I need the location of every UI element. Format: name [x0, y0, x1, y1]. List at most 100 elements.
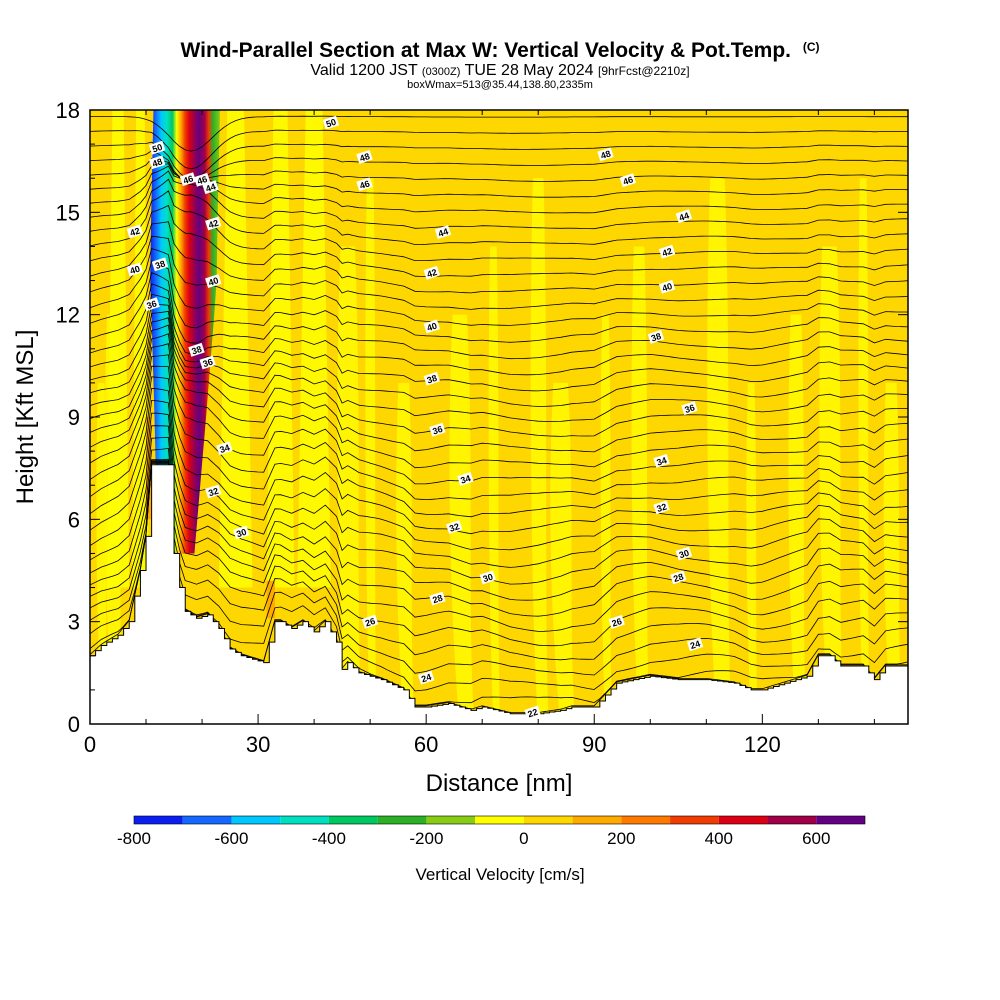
isentrope-label: 28 [670, 570, 687, 585]
colorbar-tick-label: -800 [117, 829, 151, 848]
isentrope-label-bg [429, 422, 446, 437]
isentrope-label-text: 50 [325, 117, 338, 130]
svg-text:Valid 1200 JST (0300Z): Valid 1200 JST (0300Z) TUE 28 May 2024 [… [310, 62, 689, 79]
isentrope-label-text: 34 [655, 455, 668, 468]
isentrope-label: 26 [361, 614, 379, 629]
updraft-patch [266, 580, 275, 619]
isentrope-label-text: 48 [599, 148, 612, 161]
isentrope-label-text: 40 [129, 264, 142, 277]
x-tick-label: 30 [246, 732, 270, 757]
colorbar-swatch [572, 816, 622, 824]
isentrope-label-text: 44 [678, 210, 691, 223]
isentrope-label-bg [205, 274, 222, 289]
isentrope-label: 36 [199, 355, 216, 370]
weak-velocity-streak [365, 178, 377, 724]
isentrope-label-bg [429, 591, 446, 606]
isentrope-label-bg [148, 155, 166, 170]
isentrope-label-text: 30 [678, 548, 691, 561]
x-tick-label: 0 [84, 732, 96, 757]
isentrope-line [90, 272, 908, 360]
weak-velocity-streak [819, 246, 845, 724]
isentrope-label: 30 [675, 546, 693, 561]
isentrope-label: 42 [205, 216, 222, 231]
x-tick-label: 120 [744, 732, 781, 757]
isentrope-label-text: 30 [482, 572, 495, 585]
isentrope-label-text: 36 [145, 298, 158, 311]
isentrope-label: 34 [653, 453, 670, 468]
y-tick-label: 12 [56, 303, 80, 328]
isentrope-line [90, 436, 908, 617]
isentrope-label: 44 [675, 209, 693, 224]
isentrope-line [90, 115, 908, 152]
colorbar-swatch [816, 816, 865, 824]
isentrope-label-text: 42 [207, 218, 220, 231]
isentrope-label-bg [356, 177, 373, 192]
isentrope-label-bg [479, 570, 497, 585]
y-tick-label: 3 [68, 610, 80, 635]
colorbar-swatch [280, 816, 329, 824]
isentrope-label-text: 34 [218, 442, 231, 455]
isentrope-label: 40 [423, 319, 441, 334]
isentrope-label-text: 28 [672, 571, 685, 584]
isentrope-line [90, 461, 908, 692]
isentrope-label-bg [653, 500, 670, 515]
isentrope-line [90, 170, 908, 230]
isentrope-label-text: 36 [202, 357, 215, 370]
weak-velocity-streak [707, 178, 733, 724]
isentrope-line [90, 376, 908, 535]
colorbar-swatch [523, 816, 573, 824]
isentrope-line [90, 310, 908, 422]
isentrope-line [90, 260, 908, 343]
x-tick-label: 60 [414, 732, 438, 757]
colorbar-swatch [182, 816, 232, 824]
isentrope-label-bg [457, 471, 474, 486]
isentrope-labels: 22 24 24 26 26 28 28 30 30 30 32 32 32 34 34 34 36 36 36 36… [126, 115, 704, 720]
isentrope-label-bg [233, 525, 250, 540]
isentrope-label: 42 [658, 244, 676, 259]
colorbar-swatch [231, 816, 281, 824]
isentrope-line [90, 412, 908, 585]
isentrope-label-bg [322, 115, 340, 130]
weak-velocity-streak [488, 246, 501, 724]
isentrope-label: 30 [233, 525, 250, 540]
isentrope-line [90, 163, 908, 198]
isentrope-label-bg [417, 670, 435, 685]
isentrope-label-bg [681, 401, 698, 416]
isentrope-label: 38 [423, 371, 441, 386]
isentrope-line [90, 190, 908, 261]
weak-velocity-streak [396, 382, 415, 724]
valid-utc: (0300Z) [422, 66, 461, 78]
updraft-band [150, 110, 220, 554]
isentrope-label-text: 46 [622, 174, 635, 187]
isentrope-line [90, 221, 908, 294]
svg-text:Wind-Parallel Section at Max W: Wind-Parallel Section at Max W: Vertical… [180, 39, 819, 62]
isentrope-label: 42 [126, 224, 144, 239]
isentrope-line [90, 283, 908, 376]
isentrope-label-text: 32 [207, 486, 220, 499]
colorbar-swatch [670, 816, 719, 824]
isentrope-label-bg [216, 441, 233, 456]
isentrope-label-text: 42 [129, 226, 142, 239]
isentrope-label-bg [619, 173, 637, 188]
isentrope-label: 36 [681, 401, 698, 416]
isentrope-label: 24 [417, 670, 435, 685]
isentrope-label-bg [179, 172, 197, 187]
plot-area [90, 110, 908, 724]
isentrope-line [90, 204, 908, 277]
isentrope-label: 46 [179, 172, 197, 187]
isentrope-label: 48 [356, 149, 373, 164]
isentrope-label-bg [608, 614, 625, 629]
isentrope-line [90, 387, 908, 551]
colorbar-frame [133, 815, 866, 825]
isentrope-label-bg [193, 172, 211, 187]
valid-time: Valid 1200 JST [310, 62, 418, 79]
isentrope-line [90, 354, 908, 501]
isentrope-line [90, 165, 908, 214]
isentrope-label-bg [361, 614, 379, 629]
isentrope-label-text: 42 [661, 246, 674, 259]
isentrope-line [90, 458, 908, 647]
isentrope-label-bg [647, 329, 665, 344]
isentrope-line [90, 129, 908, 170]
